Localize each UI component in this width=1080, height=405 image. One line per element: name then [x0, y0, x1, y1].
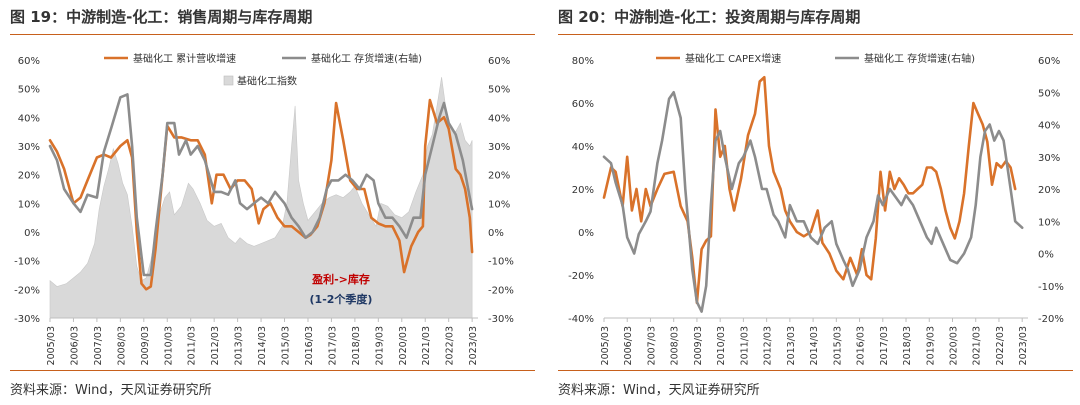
y-right-tick-label: 0% [1038, 250, 1054, 261]
figure-title: 图 20：中游制造-化工：投资周期与库存周期 [558, 8, 861, 26]
y-right-tick-label: 50% [1038, 88, 1060, 99]
legend-label-inventory: 基础化工 存货增速(右轴) [864, 52, 975, 65]
inventory-line-series [48, 93, 474, 277]
y-left-tick-label: -20% [568, 271, 594, 282]
y-left-tick-label: -20% [14, 285, 40, 296]
x-tick-label: 2023/03 [468, 326, 479, 365]
x-tick-label: 2018/03 [351, 326, 362, 365]
y-left-tick-label: 30% [18, 142, 40, 153]
y-right-tick-label: 20% [1038, 185, 1060, 196]
x-tick-label: 2015/03 [281, 326, 292, 365]
x-tick-label: 2013/03 [786, 326, 797, 365]
title-rule [10, 34, 535, 35]
x-tick-label: 2012/03 [763, 326, 774, 365]
y-right-tick-label: 10% [488, 199, 510, 210]
y-right-tick-label: -10% [488, 257, 514, 268]
x-tick-label: 2011/03 [739, 326, 750, 365]
x-tick-label: 2009/03 [140, 326, 151, 365]
x-tick-label: 2012/03 [210, 326, 221, 365]
y-right-tick-label: -10% [1038, 282, 1064, 293]
x-tick-label: 2022/03 [445, 326, 456, 365]
y-left-tick-label: 40% [572, 142, 594, 153]
annotation-line-2: (1-2个季度) [310, 292, 373, 306]
y-left-tick-label: 20% [572, 185, 594, 196]
y-right-tick-label: 0% [488, 228, 504, 239]
x-tick-label: 2013/03 [234, 326, 245, 365]
legend-label-primary: 基础化工 累计营收增速 [133, 52, 236, 65]
x-tick-label: 2021/03 [972, 326, 983, 365]
legend-label-primary: 基础化工 CAPEX增速 [685, 52, 781, 65]
x-tick-label: 2014/03 [809, 326, 820, 365]
x-tick-label: 2009/03 [693, 326, 704, 365]
left-figure: 图 19：中游制造-化工：销售周期与库存周期 60% 50% 40% 30% 20% 10… [10, 8, 535, 398]
sales-inventory-chart: 60% 50% 40% 30% 20% 10% 0% -10% -20% -30% 60% 50% 40… [14, 52, 514, 365]
x-tick-label: 2015/03 [832, 326, 843, 365]
y-left-tick-label: 0% [578, 228, 594, 239]
primary-line-series [602, 75, 1017, 305]
y-right-tick-label: 40% [488, 113, 510, 124]
inventory-line-series [602, 91, 1024, 313]
x-tick-label: 2014/03 [257, 326, 268, 365]
x-tick-label: 2019/03 [374, 326, 385, 365]
y-left-tick-label: -30% [14, 314, 40, 325]
y-right-tick-label: -20% [488, 285, 514, 296]
legend-swatch-index [223, 75, 234, 86]
y-right-tick-label: 40% [1038, 121, 1060, 132]
right-figure: 图 20：中游制造-化工：投资周期与库存周期 80% 60% 40% 20% 0% -20… [548, 0, 1080, 405]
y-left-tick-label: -40% [568, 314, 594, 325]
y-right-tick-label: 20% [488, 171, 510, 182]
y-right-tick-label: -20% [1038, 314, 1064, 325]
x-tick-label: 2018/03 [902, 326, 913, 365]
x-tick-label: 2005/03 [46, 326, 57, 365]
x-tick-label: 2008/03 [670, 326, 681, 365]
x-tick-label: 2007/03 [93, 326, 104, 365]
source-note: 资料来源：Wind，天风证券研究所 [10, 383, 212, 398]
x-tick-label: 2006/03 [69, 326, 80, 365]
x-tick-label: 2016/03 [304, 326, 315, 365]
y-left-tick-label: 60% [18, 56, 40, 67]
legend-label-index: 基础化工指数 [237, 75, 297, 88]
source-rule [558, 370, 1073, 371]
x-tick-label: 2008/03 [116, 326, 127, 365]
source-rule [10, 370, 535, 371]
y-left-tick-label: 80% [572, 56, 594, 67]
y-right-tick-label: 60% [488, 56, 510, 67]
x-tick-label: 2011/03 [187, 326, 198, 365]
annotation-line-1: 盈利->库存 [311, 272, 370, 286]
x-tick-label: 2010/03 [163, 326, 174, 365]
y-right-tick-label: -30% [488, 314, 514, 325]
x-tick-label: 2020/03 [948, 326, 959, 365]
x-tick-label: 2021/03 [421, 326, 432, 365]
y-right-tick-label: 10% [1038, 217, 1060, 228]
y-left-tick-label: 50% [18, 85, 40, 96]
y-left-tick-label: 20% [18, 171, 40, 182]
x-tick-label: 2017/03 [879, 326, 890, 365]
x-tick-label: 2007/03 [646, 326, 657, 365]
y-right-tick-label: 30% [1038, 153, 1060, 164]
y-left-tick-label: 40% [18, 113, 40, 124]
x-tick-label: 2016/03 [856, 326, 867, 365]
x-tick-label: 2023/03 [1018, 326, 1029, 365]
y-left-tick-label: 0% [24, 228, 40, 239]
figure-title: 图 19：中游制造-化工：销售周期与库存周期 [10, 8, 313, 26]
y-right-tick-label: 60% [1038, 56, 1060, 67]
x-tick-label: 2017/03 [327, 326, 338, 365]
x-tick-label: 2019/03 [925, 326, 936, 365]
x-tick-label: 2010/03 [716, 326, 727, 365]
legend-label-inventory: 基础化工 存货增速(右轴) [311, 52, 422, 65]
x-tick-label: 2020/03 [398, 326, 409, 365]
source-note: 资料来源：Wind，天风证券研究所 [558, 383, 760, 398]
y-left-tick-label: -10% [14, 257, 40, 268]
x-tick-label: 2006/03 [623, 326, 634, 365]
y-left-tick-label: 10% [18, 199, 40, 210]
capex-inventory-chart: 80% 60% 40% 20% 0% -20% -40% 60% 50% 40% 30% 20% 10%… [568, 52, 1064, 365]
x-tick-label: 2005/03 [600, 326, 611, 365]
x-tick-label: 2022/03 [995, 326, 1006, 365]
y-right-tick-label: 50% [488, 85, 510, 96]
y-right-tick-label: 30% [488, 142, 510, 153]
y-left-tick-label: 60% [572, 99, 594, 110]
title-rule [558, 34, 1073, 35]
